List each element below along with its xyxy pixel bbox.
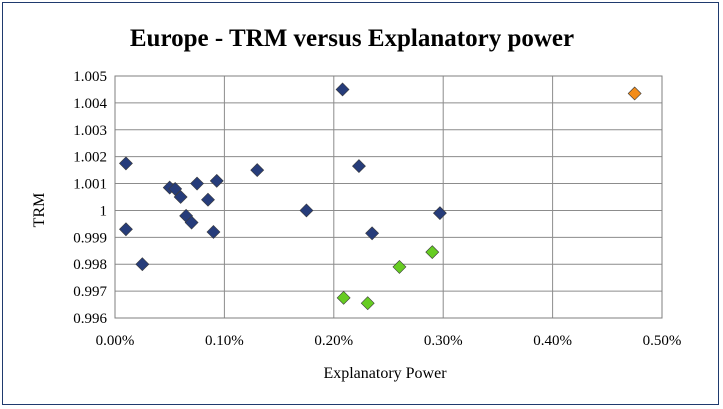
plot-area: [114, 75, 663, 319]
x-axis-ticks: 0.00% 0.10% 0.20% 0.30% 0.40% 0.50%: [96, 333, 682, 349]
y-tick-label: 1.002: [73, 150, 107, 166]
y-tick-label: 1.004: [73, 96, 107, 112]
x-tick-label: 0.40%: [533, 333, 572, 349]
data-point: [250, 163, 265, 178]
chart-title: Europe - TRM versus Explanatory power: [130, 25, 574, 52]
data-point: [299, 203, 314, 218]
data-point: [173, 190, 188, 204]
data-point: [336, 290, 351, 305]
y-axis-ticks: 0.996 0.997 0.998 0.999 1 1.001 1.002 1.003 1.00…: [73, 69, 107, 327]
data-point: [119, 222, 133, 237]
data-point: [365, 226, 380, 241]
data-points: [119, 82, 642, 311]
data-point: [360, 296, 375, 311]
data-point: [201, 192, 215, 207]
y-tick-label: 0.998: [73, 257, 107, 273]
y-tick-label: 0.996: [73, 311, 107, 327]
x-tick-label: 0.30%: [424, 333, 463, 349]
x-tick-label: 0.00%: [96, 333, 135, 349]
data-point: [352, 159, 366, 174]
data-point: [209, 173, 224, 188]
data-point: [432, 206, 447, 221]
grid: [114, 75, 663, 319]
data-point: [119, 156, 133, 171]
x-tick-label: 0.10%: [205, 333, 244, 349]
data-point: [392, 259, 407, 274]
y-tick-label: 1.003: [73, 123, 107, 139]
data-point: [135, 257, 150, 272]
y-tick-label: 1.005: [73, 69, 107, 85]
data-point: [190, 176, 204, 191]
y-tick-label: 0.997: [73, 284, 107, 300]
data-point: [184, 215, 199, 230]
data-point: [206, 225, 221, 239]
data-point: [627, 86, 642, 101]
data-point: [168, 182, 183, 196]
x-tick-label: 0.20%: [314, 333, 353, 349]
chart-frame: [2, 2, 719, 405]
y-axis-label: TRM: [31, 193, 48, 228]
x-axis-label: Explanatory Power: [323, 365, 447, 382]
y-tick-label: 1: [100, 203, 108, 219]
data-point: [425, 245, 440, 260]
data-point: [335, 82, 350, 97]
y-tick-label: 1.001: [73, 177, 107, 193]
x-tick-label: 0.50%: [643, 333, 682, 349]
y-tick-label: 0.999: [73, 230, 107, 246]
